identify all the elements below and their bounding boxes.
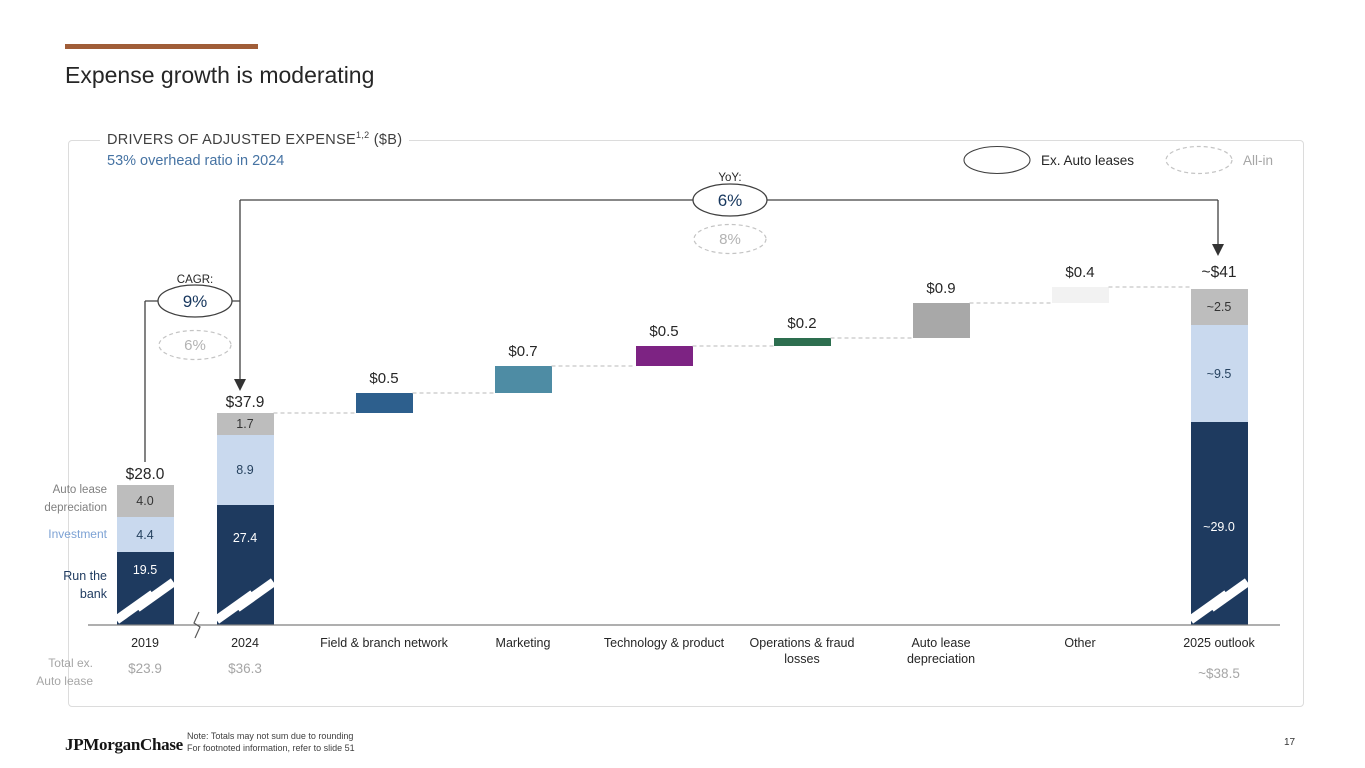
segment-value-2024-investment: 8.9 [236,463,254,477]
yoy-all-in-value: 8% [719,231,741,248]
step-value-auto-lease-depreciation: $0.9 [926,280,956,297]
chart-heading: DRIVERS OF ADJUSTED EXPENSE1,2 ($B) [100,130,410,148]
bar-break-icon-2019-1 [134,578,177,612]
chart-heading-unit: ($B) [369,131,403,148]
category-label-technology-product: Technology & product [603,636,725,650]
category-label-marketing: Marketing [495,636,551,650]
category-label-other: Other [1064,636,1096,650]
step-bar-field-branch-network [355,393,413,413]
category-label-operations-fraud-losses: Operations & fraud losses [749,636,855,666]
step-value-marketing: $0.7 [508,343,538,360]
segment-value-2019-auto-lease-depreciation: 4.0 [136,494,154,508]
cagr-solid-oval [157,284,233,318]
bar-segment-2019-investment [116,517,174,552]
yoy-ex-auto-value: 6% [718,191,743,210]
jpmorganchase-logo: JPMorganChase [65,735,183,754]
chart-frame [68,140,1304,707]
segment-value-2024-auto-lease-depreciation: 1.7 [236,417,254,431]
chart-heading-footnote-marks: 1,2 [356,130,370,140]
category-label-auto-lease-depreciation: Auto lease depreciation [906,636,976,666]
step-value-other: $0.4 [1065,264,1095,281]
bar-segment-2019-auto-lease-depreciation [116,485,174,517]
yoy-label: YoY: [718,172,741,184]
sub-total-2024: $36.3 [228,661,262,676]
segment-value-2024-run-the-bank: 27.4 [232,531,258,545]
side-label-run-the-bank: Run the bank [63,569,107,601]
bar-segment-2025-outlook-auto-lease-depreciation [1190,289,1248,325]
category-label-field-branch-network: Field & branch network [320,636,448,650]
segment-value-2025-outlook-auto-lease-depreciation: ~2.5 [1206,300,1232,314]
cagr-all-in-value: 6% [184,337,206,354]
step-bar-operations-fraud-losses [773,338,831,346]
side-label-investment: Investment [48,527,107,541]
category-label-2019: 2019 [131,636,159,650]
bar-segment-2024-investment [216,435,274,505]
segment-value-2025-outlook-investment: ~9.5 [1206,366,1232,381]
page-number: 17 [1284,737,1296,748]
total-label-2024: $37.9 [225,394,265,411]
sub-total-2025-outlook: ~$38.5 [1198,666,1240,681]
segment-value-2019-investment: 4.4 [136,527,154,542]
cagr-dashed-oval [158,329,232,361]
side-label-total-ex-auto-lease: Total ex. Auto lease [36,656,93,688]
title-accent-bar [65,44,258,49]
yoy-left-arrowhead [234,379,246,391]
step-value-operations-fraud-losses: $0.2 [787,315,817,332]
side-label-auto-lease-depreciation: Auto lease depreciation [44,484,107,514]
total-label-2025-outlook: ~$41 [1201,264,1237,281]
axis-break-icon [193,611,201,639]
step-bar-technology-product [635,346,693,366]
chart-subtitle: 53% overhead ratio in 2024 [107,153,285,169]
total-label-2019: $28.0 [125,466,165,483]
yoy-dashed-oval [693,223,767,255]
bar-break-icon-2024-1 [234,578,277,612]
legend-all-in-label: All-in [1243,153,1273,168]
step-bar-auto-lease-depreciation [912,303,970,338]
yoy-solid-oval [692,183,768,217]
sub-total-2019: $23.9 [128,661,162,676]
bar-segment-2024-auto-lease-depreciation [216,413,274,435]
footnotes: Note: Totals may not sum due to rounding… [187,731,355,754]
category-label-2025-outlook: 2025 outlook [1183,636,1255,650]
step-value-field-branch-network: $0.5 [369,370,399,387]
category-label-2024: 2024 [231,636,259,650]
cagr-label: CAGR: [177,274,213,286]
page-title: Expense growth is moderating [65,62,375,88]
bar-break-icon-2025-outlook-1 [1208,578,1251,612]
step-value-technology-product: $0.5 [649,323,679,340]
segment-value-2025-outlook-run-the-bank: ~29.0 [1203,520,1235,534]
footnote-line-2: For footnoted information, refer to slid… [187,742,355,753]
segment-value-2019-run-the-bank: 19.5 [132,563,158,577]
step-bar-marketing [494,366,552,393]
yoy-right-arrowhead [1212,244,1224,256]
footnote-line-1: Note: Totals may not sum due to rounding [187,731,354,741]
cagr-ex-auto-value: 9% [183,292,208,311]
legend-ex-auto-leases-label: Ex. Auto leases [1041,153,1134,168]
step-bar-other [1051,287,1109,303]
legend-solid-ellipse-icon [963,145,1031,175]
bar-segment-2025-outlook-investment [1190,325,1248,422]
chart-heading-text: DRIVERS OF ADJUSTED EXPENSE [107,131,357,148]
legend-dashed-ellipse-icon [1165,145,1233,175]
